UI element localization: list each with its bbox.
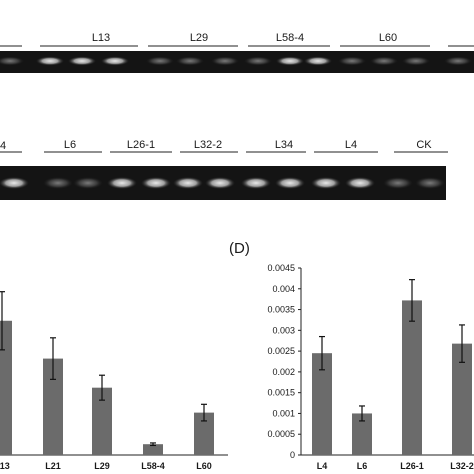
gel-bottom-label: L34	[275, 139, 293, 151]
category-label: L58-4	[141, 461, 165, 471]
gel-band	[370, 56, 398, 66]
y-tick-label: 0.0005	[267, 429, 295, 439]
gel-band	[176, 56, 204, 66]
gel-top-label: L60	[379, 32, 397, 44]
bar	[352, 413, 372, 455]
gel-band	[68, 56, 96, 66]
category-label: L13	[0, 461, 10, 471]
gel-bottom-label: CK	[416, 139, 432, 151]
bar	[92, 387, 112, 455]
bar	[194, 412, 214, 455]
y-tick-label: 0.002	[272, 367, 295, 377]
gel-band	[304, 56, 332, 66]
gel-bottom-label: L26-1	[127, 139, 155, 151]
gel-band	[275, 177, 305, 189]
gel-band	[73, 177, 103, 189]
gel-bottom-label: L6	[64, 139, 76, 151]
bar-chart-left: L13 L21 L29 L58-4 L60	[0, 291, 228, 471]
bar-chart-right: (D) 0.00450.0040.00350.0030.00250.0020.0…	[229, 240, 474, 471]
gel-band	[141, 177, 171, 189]
gel-top-label: L58-4	[276, 32, 304, 44]
y-tick-label: 0	[290, 450, 295, 460]
category-labels: L13 L21 L29 L58-4 L60	[0, 461, 212, 471]
gel-band	[345, 177, 375, 189]
y-tick-label: 0.0025	[267, 346, 295, 356]
gel-band	[0, 177, 29, 189]
bar	[312, 353, 332, 455]
category-label: L4	[317, 461, 328, 471]
gel-band	[241, 177, 271, 189]
y-tick-label: 0.0045	[267, 263, 295, 273]
gel-bottom: 4 L6 L26-1 L32-2 L34 L4 CK	[0, 139, 448, 200]
y-tick-label: 0.0035	[267, 305, 295, 315]
category-label: L6	[357, 461, 368, 471]
bar	[0, 320, 12, 455]
gel-band	[338, 56, 366, 66]
gel-band	[383, 177, 413, 189]
bars	[312, 279, 472, 455]
bar	[143, 444, 163, 455]
y-tick-label: 0.004	[272, 284, 295, 294]
y-tick-label: 0.003	[272, 325, 295, 335]
gel-band	[0, 56, 24, 66]
gel-bottom-label: L4	[345, 139, 357, 151]
category-label: L60	[196, 461, 212, 471]
bars	[0, 291, 214, 455]
gel-band	[107, 177, 137, 189]
gel-band	[101, 56, 129, 66]
gel-band	[415, 177, 445, 189]
gel-band	[205, 177, 235, 189]
y-tick-label: 0.001	[272, 408, 295, 418]
gel-top: L13 L29 L58-4 L60	[0, 32, 474, 73]
category-labels: L4 L6 L26-1 L32-2	[317, 461, 474, 471]
panel-label: (D)	[229, 240, 250, 257]
gel-bands	[0, 177, 445, 189]
gel-bands	[0, 56, 472, 66]
gel-band	[276, 56, 304, 66]
gel-top-label: L29	[190, 32, 208, 44]
gel-band	[43, 177, 73, 189]
gel-top-label: L13	[92, 32, 110, 44]
bar	[452, 343, 472, 455]
gel-bottom-label: L32-2	[194, 139, 222, 151]
gel-band	[211, 56, 239, 66]
gel-bottom-cut-label: 4	[0, 140, 6, 152]
category-label: L26-1	[400, 461, 424, 471]
category-label: L21	[45, 461, 61, 471]
gel-band	[311, 177, 341, 189]
bar	[43, 358, 63, 455]
y-ticks: 0.0045 0.004 0.0035 0.003 0.0025 0.002 0.0015 0…	[267, 263, 301, 460]
category-label: L29	[94, 461, 110, 471]
gel-band	[444, 56, 472, 66]
bar	[402, 300, 422, 455]
gel-band	[402, 56, 430, 66]
gel-band	[146, 56, 174, 66]
gel-band	[173, 177, 203, 189]
y-tick-label: 0.0015	[267, 388, 295, 398]
gel-band	[244, 56, 272, 66]
category-label: L32-2	[450, 461, 474, 471]
gel-band	[36, 56, 64, 66]
